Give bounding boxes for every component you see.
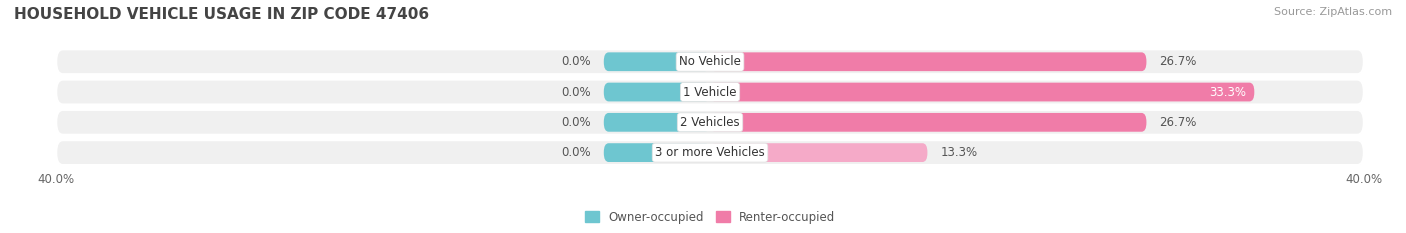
- FancyBboxPatch shape: [603, 113, 710, 132]
- Text: 13.3%: 13.3%: [941, 146, 977, 159]
- FancyBboxPatch shape: [56, 49, 1364, 74]
- Text: HOUSEHOLD VEHICLE USAGE IN ZIP CODE 47406: HOUSEHOLD VEHICLE USAGE IN ZIP CODE 4740…: [14, 7, 429, 22]
- FancyBboxPatch shape: [603, 83, 710, 101]
- Text: Source: ZipAtlas.com: Source: ZipAtlas.com: [1274, 7, 1392, 17]
- Text: 26.7%: 26.7%: [1160, 116, 1197, 129]
- FancyBboxPatch shape: [56, 80, 1364, 104]
- FancyBboxPatch shape: [603, 143, 710, 162]
- FancyBboxPatch shape: [56, 140, 1364, 165]
- FancyBboxPatch shape: [710, 113, 1146, 132]
- Text: 0.0%: 0.0%: [561, 55, 591, 68]
- Text: 33.3%: 33.3%: [1209, 86, 1246, 99]
- FancyBboxPatch shape: [56, 110, 1364, 135]
- FancyBboxPatch shape: [710, 83, 1254, 101]
- Text: No Vehicle: No Vehicle: [679, 55, 741, 68]
- Text: 0.0%: 0.0%: [561, 146, 591, 159]
- Text: 0.0%: 0.0%: [561, 86, 591, 99]
- Text: 2 Vehicles: 2 Vehicles: [681, 116, 740, 129]
- Text: 0.0%: 0.0%: [561, 116, 591, 129]
- Legend: Owner-occupied, Renter-occupied: Owner-occupied, Renter-occupied: [579, 206, 841, 229]
- FancyBboxPatch shape: [710, 143, 928, 162]
- FancyBboxPatch shape: [603, 52, 710, 71]
- Text: 26.7%: 26.7%: [1160, 55, 1197, 68]
- FancyBboxPatch shape: [710, 52, 1146, 71]
- Text: 1 Vehicle: 1 Vehicle: [683, 86, 737, 99]
- Text: 3 or more Vehicles: 3 or more Vehicles: [655, 146, 765, 159]
